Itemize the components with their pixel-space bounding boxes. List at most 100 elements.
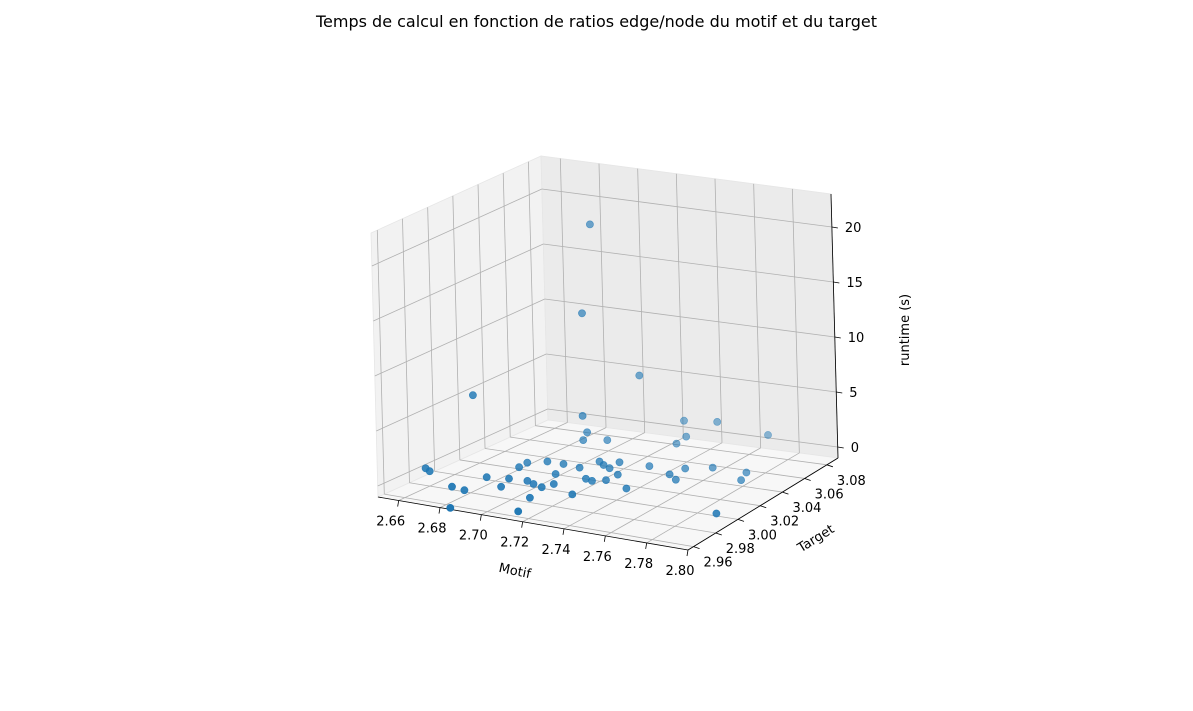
grid-line-z-left — [374, 298, 545, 377]
grid-line-y-left — [376, 230, 385, 495]
grid-line-y-floor — [459, 459, 761, 507]
x-tick-mark — [438, 507, 441, 514]
grid-line-z-back — [541, 188, 832, 228]
z-tick-mark — [831, 226, 838, 229]
grid-line-x-back — [753, 183, 762, 448]
data-point — [742, 468, 751, 477]
data-point — [602, 476, 610, 484]
tick-labels: 2.66 2.68 2.70 2.72 2.74 2.76 2.78 2.80 2.962.98… — [376, 221, 866, 579]
pane-back-wall — [540, 155, 839, 459]
grid-line-y-floor — [384, 493, 694, 547]
y-axis-label: Target — [794, 522, 837, 557]
grid-line-y-left — [402, 218, 410, 483]
data-point — [578, 411, 587, 420]
z-tick-label: 15 — [846, 276, 863, 291]
grid-line-x-floor — [481, 432, 645, 516]
data-point — [603, 436, 612, 444]
x-tick-label: 2.72 — [500, 536, 529, 551]
data-point — [523, 458, 532, 467]
y-tick-mark — [782, 491, 789, 495]
grid-line-y-left — [427, 207, 436, 472]
data-point — [551, 470, 560, 478]
axis-lines — [377, 193, 839, 551]
grid-line-z-back — [546, 353, 837, 393]
chart-title: Temps de calcul en fonction de ratios ed… — [315, 12, 878, 31]
z-tick-label: 20 — [845, 221, 862, 236]
data-point — [712, 509, 721, 518]
data-point — [605, 464, 614, 473]
x-tick-label: 2.76 — [583, 550, 612, 565]
data-point — [586, 220, 594, 229]
y-tick-label: 3.00 — [748, 528, 777, 543]
axes-panes — [370, 155, 840, 551]
z-tick-mark — [833, 281, 840, 284]
x-tick-mark — [562, 528, 565, 535]
y-tick-label: 3.02 — [770, 515, 799, 530]
y-tick-mark — [715, 532, 722, 536]
z-tick-mark — [836, 391, 843, 394]
grid-line-x-floor — [605, 447, 761, 537]
data-point — [764, 431, 772, 439]
data-point — [713, 417, 722, 426]
grid-line-y-left — [452, 195, 461, 460]
data-point — [514, 507, 523, 516]
z-tick-label: 5 — [849, 386, 857, 401]
grid-line-z-back — [544, 298, 835, 338]
grid-line-z-back — [543, 243, 834, 283]
data-point — [505, 474, 513, 483]
data-point — [613, 470, 622, 479]
data-point — [682, 432, 691, 441]
grid-line-x-floor — [439, 427, 607, 508]
data-point — [622, 484, 631, 493]
x-tick-label: 2.70 — [459, 529, 488, 544]
y-tick-label: 2.96 — [704, 556, 733, 571]
grid-line-x-back — [675, 173, 684, 438]
data-point — [468, 391, 477, 400]
x-tick-mark — [603, 535, 606, 542]
y-tick-label: 2.98 — [726, 542, 755, 557]
data-point — [482, 473, 491, 482]
grid-line-x-floor — [563, 442, 723, 530]
grid-line-z-back — [547, 408, 838, 448]
data-point — [671, 475, 680, 484]
data-point — [578, 309, 586, 318]
grid-line-x-floor — [398, 422, 568, 501]
data-points — [421, 220, 772, 518]
x-tick-label: 2.66 — [376, 515, 405, 530]
grid-line-x-floor — [646, 452, 800, 544]
data-point — [615, 458, 624, 467]
data-point — [575, 463, 584, 472]
data-point — [497, 482, 505, 491]
x-tick-mark — [645, 542, 648, 549]
data-point — [543, 457, 552, 466]
data-point — [523, 476, 532, 485]
data-point — [680, 416, 688, 425]
z-tick-label: 10 — [848, 331, 865, 346]
z-axis-line — [830, 193, 839, 459]
x-tick-label: 2.78 — [624, 557, 653, 572]
grid-line-z-left — [377, 408, 548, 487]
data-point — [665, 470, 674, 479]
data-point — [708, 463, 717, 472]
grid-line-y-left — [477, 184, 486, 449]
grid-line-y-left — [528, 161, 536, 426]
data-point — [737, 476, 745, 484]
grid-line-z-left — [373, 243, 544, 322]
grid-line-y-floor — [510, 436, 805, 479]
y-tick-mark — [826, 464, 834, 468]
grid-lines — [371, 158, 839, 551]
x-tick-mark — [686, 549, 689, 557]
data-point — [579, 436, 588, 444]
z-tick-label: 0 — [851, 441, 859, 456]
grid-line-y-floor — [409, 482, 716, 534]
y-tick-label: 3.04 — [792, 501, 821, 516]
grid-line-z-left — [371, 188, 543, 267]
y-tick-mark — [760, 505, 767, 509]
x-tick-mark — [397, 500, 400, 507]
grid-line-x-back — [637, 168, 646, 433]
data-point — [672, 439, 681, 448]
data-point — [549, 480, 558, 488]
y-tick-label: 3.06 — [815, 487, 844, 502]
